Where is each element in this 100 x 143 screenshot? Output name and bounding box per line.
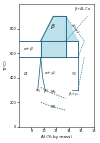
Text: $\alpha$: $\alpha$ — [23, 70, 28, 78]
X-axis label: Al (% by mass): Al (% by mass) — [41, 135, 72, 139]
Text: $\beta_2$+$\gamma_2$: $\beta_2$+$\gamma_2$ — [68, 90, 80, 98]
Text: $M_f$: $M_f$ — [50, 104, 57, 111]
Polygon shape — [41, 16, 66, 41]
Text: $M_s$: $M_s$ — [50, 89, 57, 96]
Polygon shape — [66, 16, 78, 41]
Text: $\alpha$+$\beta$: $\alpha$+$\beta$ — [23, 45, 34, 53]
Text: $\beta$+Al$_2$Cu: $\beta$+Al$_2$Cu — [74, 5, 91, 13]
Y-axis label: T(°C): T(°C) — [4, 60, 8, 71]
Text: $\beta$: $\beta$ — [50, 22, 56, 31]
Text: $\alpha$+$\gamma_2$: $\alpha$+$\gamma_2$ — [44, 69, 56, 77]
Polygon shape — [41, 41, 66, 57]
Text: $\alpha_3$: $\alpha_3$ — [35, 87, 41, 95]
Text: $\beta$+$\gamma_2$: $\beta$+$\gamma_2$ — [68, 22, 82, 36]
Text: $\gamma_2$: $\gamma_2$ — [71, 70, 77, 78]
Text: $\beta_3$: $\beta_3$ — [43, 87, 49, 95]
